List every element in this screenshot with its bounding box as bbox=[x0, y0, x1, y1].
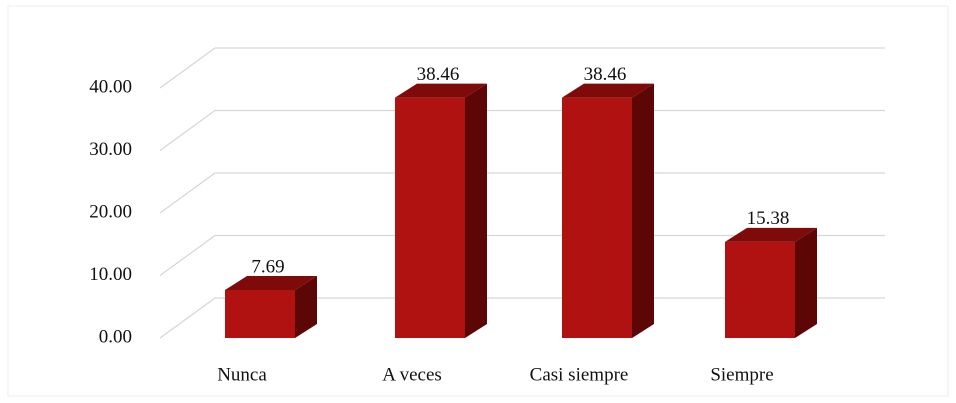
bar-front bbox=[225, 289, 295, 338]
x-tick-label: A veces bbox=[382, 364, 442, 385]
bar-side bbox=[632, 83, 654, 338]
y-tick-label: 20.00 bbox=[89, 201, 132, 222]
y-tick-label: 10.00 bbox=[89, 264, 132, 285]
grid-line bbox=[159, 234, 885, 276]
bar-top bbox=[225, 275, 317, 290]
y-tick-label: 0.00 bbox=[99, 326, 132, 347]
bar-side bbox=[795, 227, 817, 338]
grid-line bbox=[159, 172, 885, 214]
bar bbox=[725, 227, 817, 338]
bar-top bbox=[395, 83, 487, 98]
bar-side bbox=[295, 275, 317, 338]
value-label: 38.46 bbox=[417, 64, 460, 85]
bar-front bbox=[725, 241, 795, 338]
bar-top bbox=[562, 83, 654, 98]
bar-front bbox=[395, 97, 465, 338]
grid-line bbox=[159, 109, 885, 151]
y-tick-label: 40.00 bbox=[89, 76, 132, 97]
bar bbox=[562, 83, 654, 338]
bar bbox=[225, 275, 317, 338]
grid-line bbox=[159, 47, 885, 89]
value-label: 15.38 bbox=[747, 208, 790, 229]
value-label: 38.46 bbox=[584, 64, 627, 85]
y-tick-label: 30.00 bbox=[89, 139, 132, 160]
bar-front bbox=[562, 97, 632, 338]
grid-line bbox=[159, 297, 885, 339]
bar-side bbox=[465, 83, 487, 338]
bar bbox=[395, 83, 487, 338]
x-tick-label: Casi siempre bbox=[530, 364, 629, 385]
value-label: 7.69 bbox=[251, 256, 284, 277]
bar-top bbox=[725, 227, 817, 242]
x-tick-label: Siempre bbox=[710, 364, 773, 385]
x-tick-label: Nunca bbox=[217, 364, 267, 385]
